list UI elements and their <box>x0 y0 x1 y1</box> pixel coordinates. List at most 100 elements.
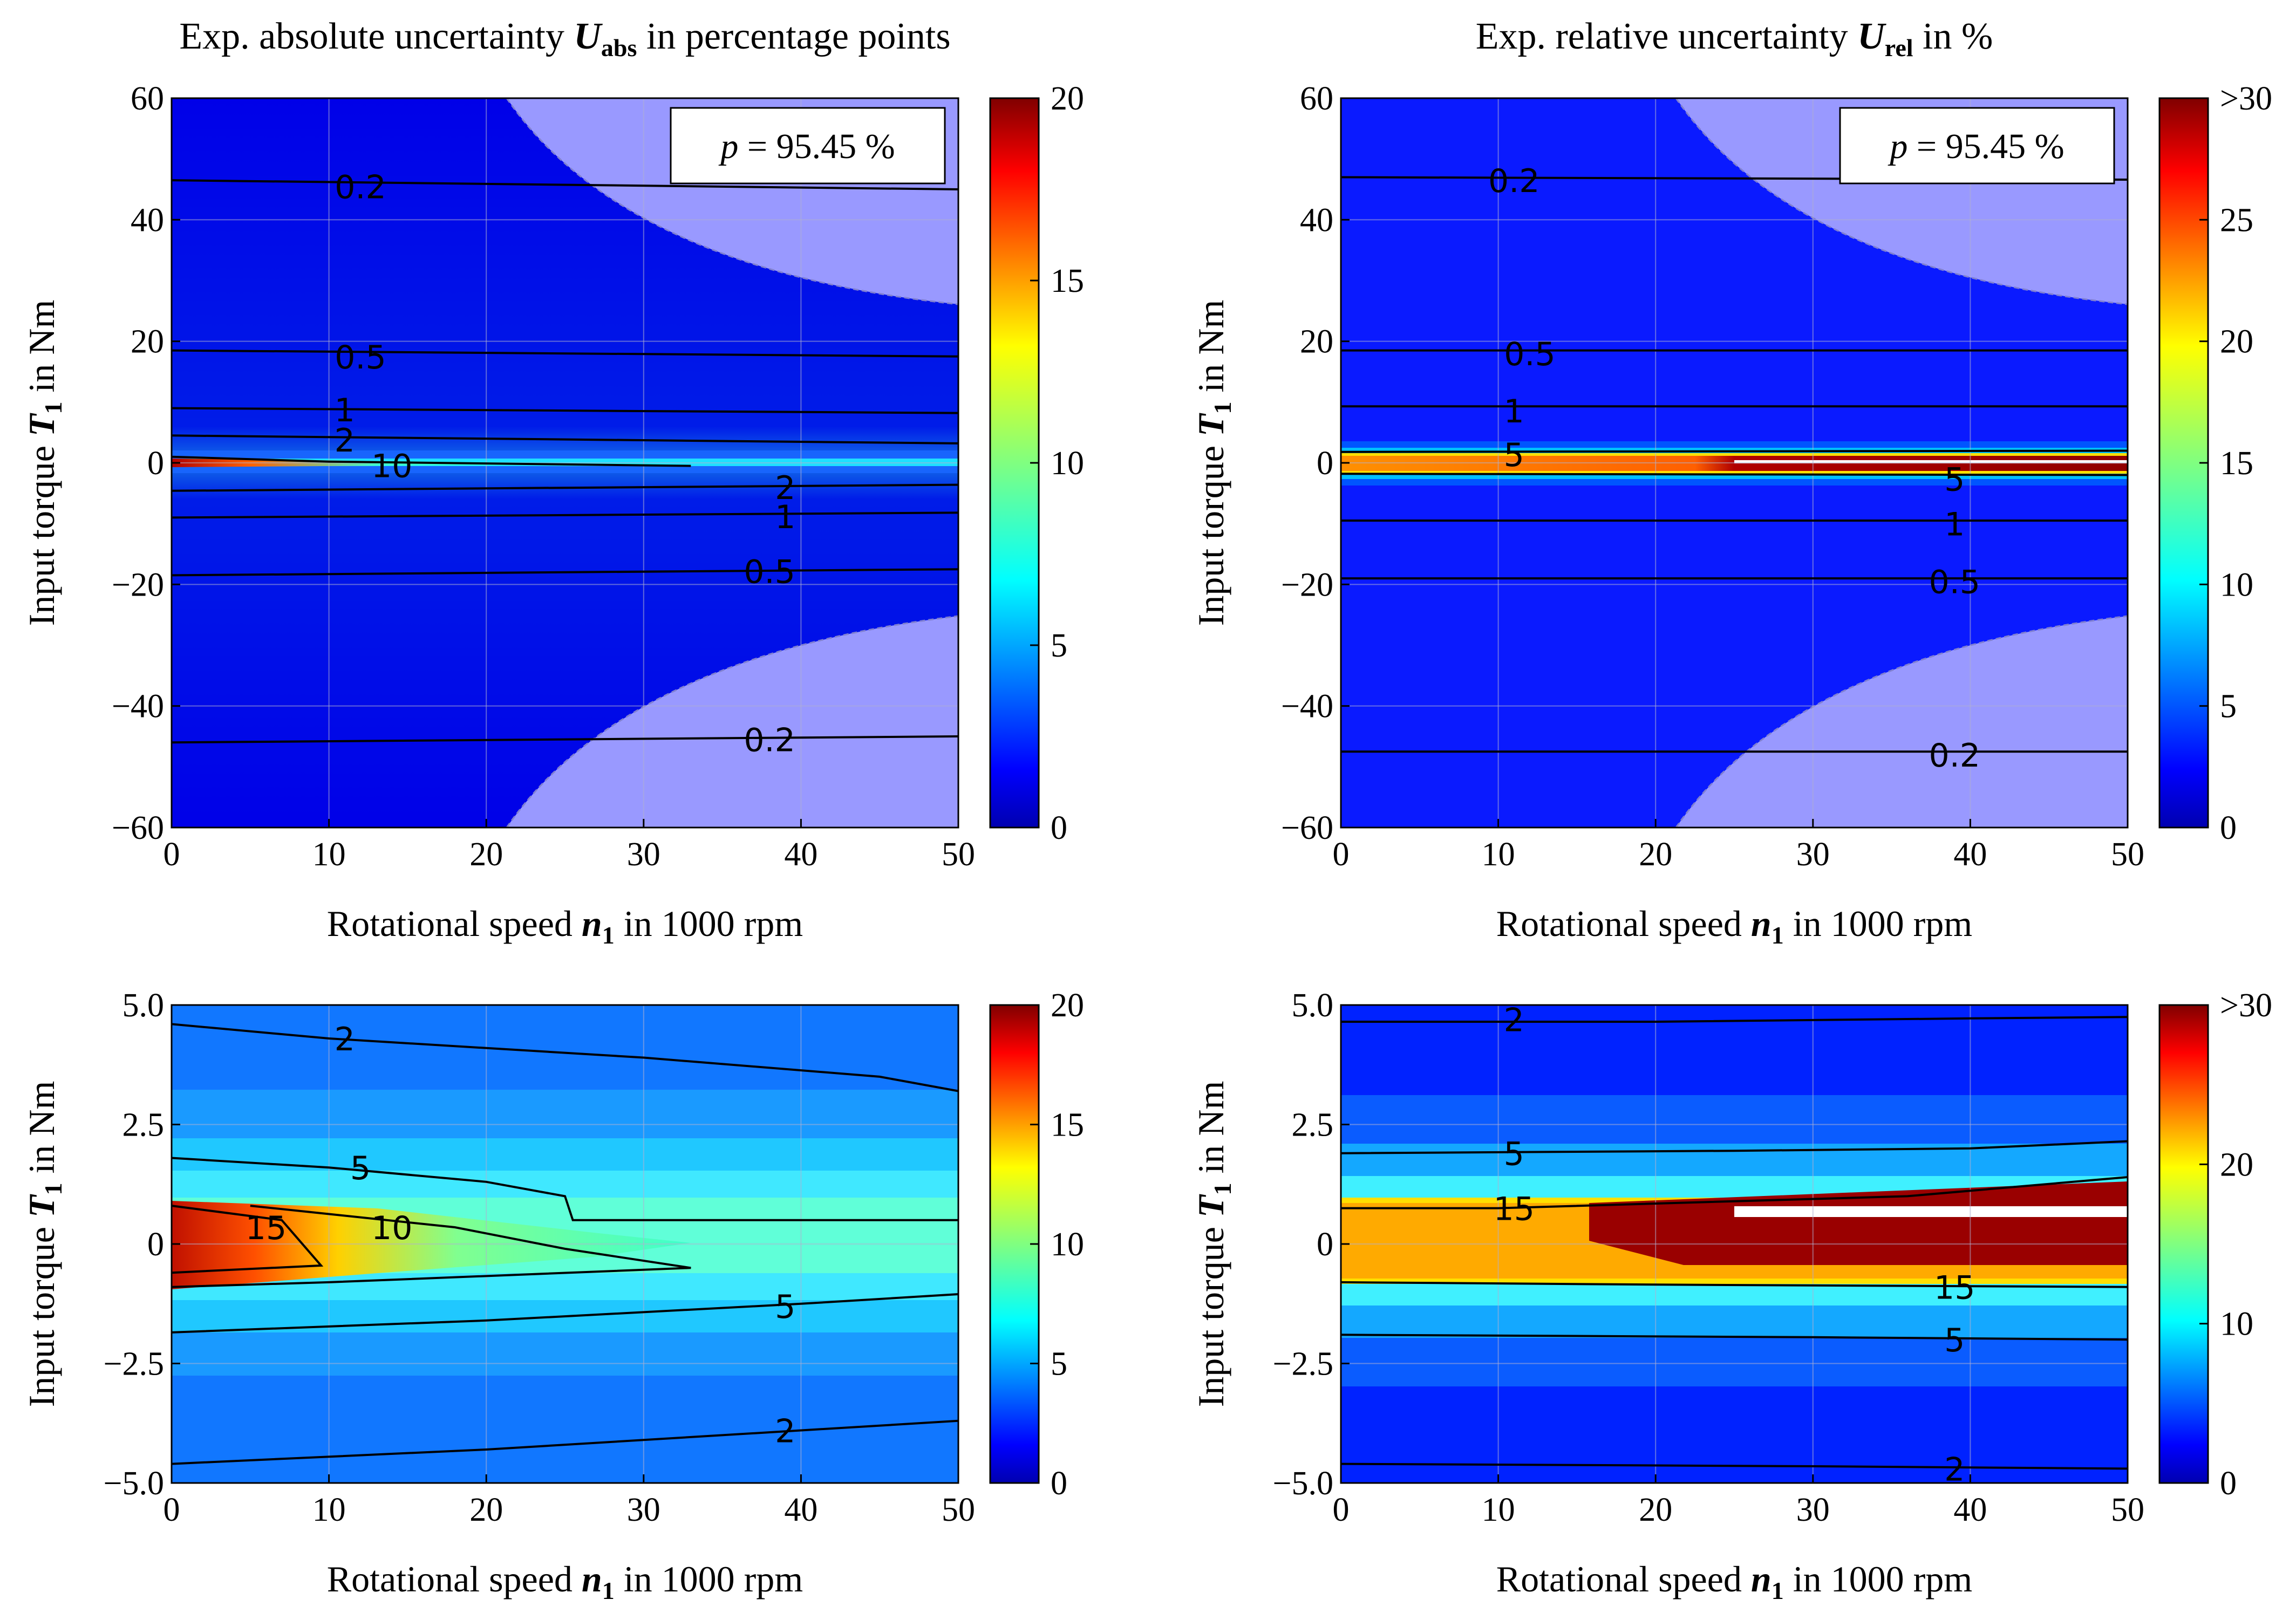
y-tick-label: −40 <box>112 688 164 725</box>
colorbar-tick-label: 5 <box>1051 627 1067 664</box>
contour-line <box>172 511 958 519</box>
x-tick-label: 50 <box>2111 1492 2144 1528</box>
y-tick-label: −5.0 <box>1273 1465 1333 1502</box>
contour-line <box>1341 449 2128 453</box>
y-tick-label: 2.5 <box>1292 1107 1334 1144</box>
y-tick-label: 5.0 <box>1292 987 1334 1024</box>
contour-label: 0.2 <box>1929 737 1980 775</box>
y-tick-label: 60 <box>1300 80 1333 117</box>
contour-label: 5 <box>1944 1322 1965 1359</box>
contour-line <box>172 455 691 467</box>
colorbar: 0 5 10 15 20 25 >30 <box>2158 80 2272 846</box>
contour-label: 1 <box>335 392 355 429</box>
contour-line <box>1341 473 2128 476</box>
grid <box>1341 98 2128 828</box>
colorbar-tick-label: 0 <box>2220 1465 2237 1502</box>
contour-line <box>172 1157 958 1221</box>
colorbar-tick-label: 20 <box>1051 987 1084 1024</box>
contour-line <box>172 349 958 358</box>
contour-label: 2 <box>1944 1451 1965 1488</box>
y-tick-label: −20 <box>1281 566 1333 603</box>
xlabel: Rotational speed n1 in 1000 rpm <box>327 1559 803 1604</box>
y-tick-label: −2.5 <box>1273 1346 1333 1383</box>
ylabel: Input torque T1 in Nm <box>1190 1081 1236 1407</box>
x-tick-label: 10 <box>1482 1492 1515 1528</box>
x-tick-label: 50 <box>942 836 975 873</box>
contour-label: 1 <box>1944 506 1965 544</box>
contour-label: 5 <box>1504 1136 1524 1173</box>
shaded-region-bottom <box>1675 615 2128 828</box>
xlabel: Rotational speed n1 in 1000 rpm <box>1496 903 1972 949</box>
contour-label: 0.5 <box>744 553 795 591</box>
annotation-box: p = 95.45 % <box>670 107 946 184</box>
contour-label: 2 <box>775 1413 795 1451</box>
xlabel: Rotational speed n1 in 1000 rpm <box>1496 1559 1972 1604</box>
x-tick-label: 10 <box>1482 836 1515 873</box>
contour-label: 15 <box>1494 1191 1535 1228</box>
contour-line <box>1341 1281 2128 1288</box>
x-tick-label: 10 <box>312 836 346 873</box>
contour-line <box>172 1205 324 1274</box>
colorbar-tick-label: 20 <box>2220 324 2253 360</box>
colorbar-tick-label: 25 <box>2220 202 2253 238</box>
contour-line <box>172 434 958 445</box>
contour-line <box>1341 1334 2128 1341</box>
y-tick-label: −2.5 <box>104 1346 164 1383</box>
contour-label: 10 <box>371 1209 412 1247</box>
x-tick-label: 30 <box>627 836 660 873</box>
y-tick-label: 0 <box>1317 445 1333 482</box>
contour-label: 5 <box>1504 436 1524 474</box>
y-tick-label: 40 <box>1300 202 1333 238</box>
ylabel: Input torque T1 in Nm <box>1190 300 1236 626</box>
contour-line <box>172 1023 958 1092</box>
panel-rel-zoom: 2 5 15 15 5 2 0 10 20 30 40 50 −5.0 −2.5 0 2.5 5.0 Rota… <box>1190 987 2272 1604</box>
svg-text:p = 95.45 %: p = 95.45 % <box>718 127 895 166</box>
x-tick-label: 0 <box>163 1492 180 1528</box>
x-tick-label: 10 <box>312 1492 346 1528</box>
x-tick-label: 30 <box>627 1492 660 1528</box>
colorbar-tick-label: 20 <box>2220 1146 2253 1183</box>
colorbar-tick-label: 5 <box>1051 1346 1067 1383</box>
grid <box>1341 1005 2128 1483</box>
colorbar: 0 5 10 15 20 <box>989 987 1084 1502</box>
colorbar-tick-label: 10 <box>2220 566 2253 603</box>
contour-label: 0.2 <box>335 168 386 206</box>
contour-line <box>1341 1462 2128 1470</box>
x-tick-label: 40 <box>784 836 817 873</box>
title-abs: Exp. absolute uncertainty Uabs in percen… <box>179 16 950 61</box>
colorbar: 0 10 20 >30 <box>2158 987 2272 1502</box>
x-tick-label: 0 <box>163 836 180 873</box>
y-tick-label: 60 <box>131 80 164 117</box>
ticks: 0 10 20 30 40 50 −60 −40 −20 0 20 40 60 <box>1281 80 2144 873</box>
x-tick-label: 20 <box>1639 1492 1672 1528</box>
contour-label: 5 <box>775 1288 795 1326</box>
annotation-box: p = 95.45 % <box>1839 107 2115 184</box>
x-tick-label: 20 <box>469 836 503 873</box>
colorbar-tick-label: >30 <box>2220 80 2272 117</box>
x-tick-label: 30 <box>1796 1492 1830 1528</box>
x-tick-label: 20 <box>1639 836 1672 873</box>
ticks: 0 10 20 30 40 50 −5.0 −2.5 0 2.5 5.0 <box>104 987 975 1528</box>
contour-label: 1 <box>1504 393 1524 430</box>
contour-line <box>1341 1016 2128 1023</box>
y-tick-label: −40 <box>1281 688 1333 725</box>
x-tick-label: 0 <box>1333 1492 1350 1528</box>
contour-label: 5 <box>1944 461 1965 498</box>
contour-line <box>1341 1176 2128 1209</box>
grid <box>172 98 958 828</box>
contour-line <box>172 483 958 492</box>
contour-label: 2 <box>775 469 795 507</box>
contour-label: 0.5 <box>1504 336 1555 373</box>
y-tick-label: 0 <box>1317 1226 1333 1263</box>
y-tick-label: −60 <box>112 810 164 846</box>
y-tick-label: −5.0 <box>104 1465 164 1502</box>
contour-label: 1 <box>775 498 795 536</box>
contour-line <box>172 568 958 577</box>
contour-label: 5 <box>350 1150 371 1187</box>
contour-line <box>172 179 958 190</box>
contours: 2 5 15 15 5 2 <box>1341 1005 2128 1488</box>
